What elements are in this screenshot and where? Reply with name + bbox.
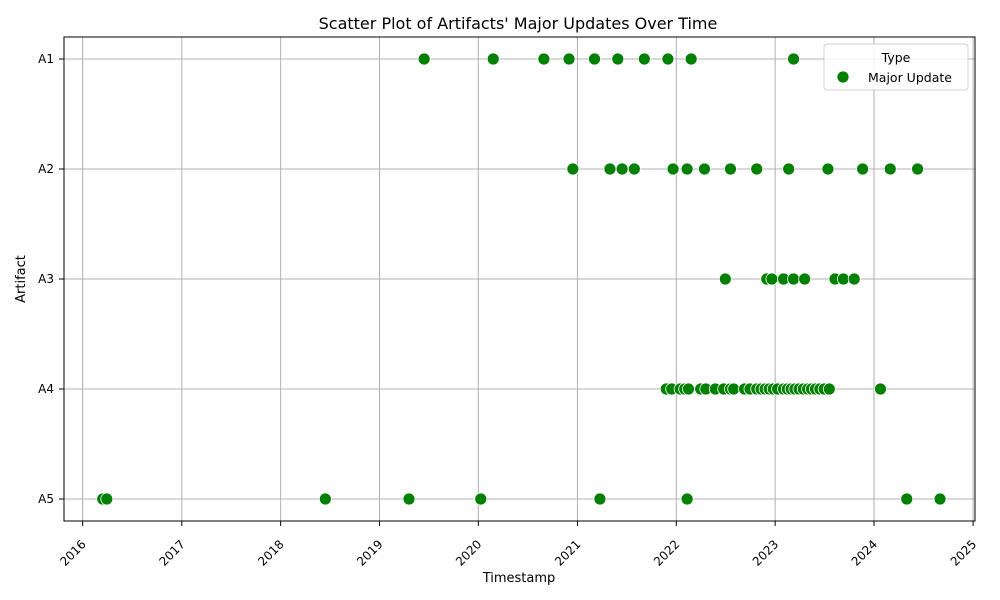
- legend-title: Type: [881, 50, 911, 65]
- data-point: [750, 162, 764, 176]
- data-point: [661, 52, 675, 66]
- data-point: [900, 492, 914, 506]
- data-point: [562, 52, 576, 66]
- data-point: [787, 52, 800, 66]
- data-point: [593, 492, 607, 506]
- data-point: [684, 52, 698, 66]
- data-point: [933, 492, 947, 506]
- y-tick-label: A2: [38, 162, 54, 176]
- data-point: [782, 162, 796, 176]
- x-tick-label: 2019: [354, 537, 385, 568]
- legend-entry-major-update: Major Update: [868, 70, 952, 85]
- x-tick-label: 2025: [948, 537, 979, 568]
- data-point: [718, 272, 732, 286]
- data-point: [698, 162, 711, 176]
- x-tick-label: 2018: [255, 537, 286, 568]
- data-point: [765, 272, 779, 286]
- legend-marker: [836, 70, 850, 84]
- data-point: [727, 382, 741, 396]
- data-point: [798, 272, 812, 286]
- ticks-layer: 2016 2017 2018 2019 2020 2021 2022 2023 2024 2025…: [38, 52, 979, 569]
- data-point: [821, 162, 835, 176]
- data-point: [883, 162, 897, 176]
- x-axis-label: Timestamp: [482, 571, 556, 586]
- legend: Type Major Update: [823, 43, 969, 91]
- data-point: [680, 492, 694, 506]
- points-layer: [96, 52, 947, 506]
- data-point: [666, 162, 680, 176]
- data-point: [611, 52, 625, 66]
- data-point: [682, 382, 695, 396]
- data-point: [847, 272, 861, 286]
- data-point: [474, 492, 488, 506]
- x-tick-label: 2021: [552, 537, 583, 568]
- data-point: [787, 272, 800, 286]
- data-point: [724, 162, 737, 176]
- x-tick-label: 2016: [57, 537, 88, 568]
- y-tick-label: A1: [38, 52, 54, 66]
- data-point: [874, 382, 887, 396]
- data-point: [588, 52, 601, 66]
- data-point: [100, 492, 114, 506]
- data-point: [911, 162, 924, 176]
- data-point: [836, 272, 850, 286]
- y-axis-label: Artifact: [14, 255, 29, 303]
- chart-title: Scatter Plot of Artifacts' Major Updates…: [319, 14, 718, 33]
- x-tick-label: 2017: [156, 537, 187, 568]
- x-tick-label: 2022: [651, 537, 682, 568]
- x-tick-label: 2023: [750, 537, 781, 568]
- legend-box: [823, 43, 969, 91]
- y-tick-label: A4: [38, 382, 54, 396]
- data-point: [627, 162, 641, 176]
- y-tick-label: A5: [38, 492, 54, 506]
- data-point: [417, 52, 431, 66]
- data-point: [537, 52, 551, 66]
- data-point: [680, 162, 694, 176]
- data-point: [566, 162, 580, 176]
- y-tick-label: A3: [38, 272, 54, 286]
- data-point: [637, 52, 651, 66]
- data-point: [822, 382, 836, 396]
- data-point: [402, 492, 416, 506]
- data-point: [318, 492, 332, 506]
- x-tick-label: 2020: [453, 537, 484, 568]
- data-point: [615, 162, 629, 176]
- data-point: [856, 162, 870, 176]
- x-tick-label: 2024: [849, 537, 880, 568]
- data-point: [603, 162, 617, 176]
- data-point: [486, 52, 500, 66]
